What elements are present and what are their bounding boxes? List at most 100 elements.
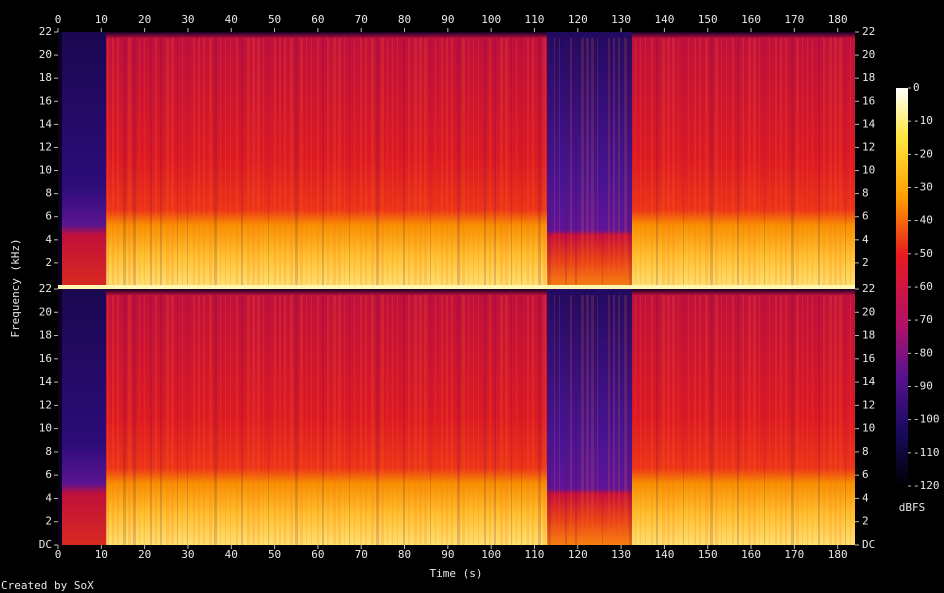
spectrum-streak xyxy=(419,295,422,545)
spectrum-streak xyxy=(230,295,231,545)
x-tick-label-bottom: 180 xyxy=(828,548,848,561)
y-tick-label-right: 14 xyxy=(862,117,876,130)
spectrum-streak xyxy=(365,38,367,286)
spectrum-streak xyxy=(241,295,243,545)
spectrum-streak xyxy=(688,38,689,286)
spectrum-streak xyxy=(306,295,307,545)
spectrum-streak xyxy=(284,38,286,286)
spectrum-streak xyxy=(656,38,658,286)
spectrum-streak xyxy=(403,38,405,286)
colorbar-tick-label: -30 xyxy=(913,181,933,194)
spectrum-streak xyxy=(764,38,765,286)
spectrum-streak xyxy=(732,38,734,286)
x-tick-label-bottom: 120 xyxy=(568,548,588,561)
x-tick-label-top: 80 xyxy=(398,13,411,26)
spectrum-streak xyxy=(187,38,188,286)
spectrum-streak xyxy=(575,38,577,286)
spectrum-streak xyxy=(732,295,734,545)
spectrum-streak xyxy=(150,38,152,286)
spectrum-streak xyxy=(726,38,727,286)
y-tick-label-left: 18 xyxy=(39,71,52,84)
spectrum-streak xyxy=(591,38,594,286)
spectrum-streak xyxy=(597,295,598,545)
spectrum-streak xyxy=(371,38,374,286)
spectrum-streak xyxy=(839,38,842,286)
spectrum-streak xyxy=(591,295,594,545)
x-tick-label-top: 120 xyxy=(568,13,588,26)
x-tick-label-top: 160 xyxy=(741,13,761,26)
spectrum-streak xyxy=(570,295,572,545)
spectrum-streak xyxy=(705,295,708,545)
spectrum-streak xyxy=(694,295,696,545)
spectrum-streak xyxy=(214,295,217,545)
spectrum-streak xyxy=(521,38,522,286)
y-tick-label-right: 18 xyxy=(862,71,875,84)
colorbar-tick-label: -70 xyxy=(913,313,933,326)
spectrum-streak xyxy=(354,295,355,545)
spectrum-streak xyxy=(543,295,546,545)
spectrum-streak xyxy=(721,38,722,286)
spectrum-streak xyxy=(721,295,722,545)
spectrum-streak xyxy=(106,295,107,545)
spectrum-streak xyxy=(575,295,577,545)
spectrum-streak xyxy=(683,38,684,286)
spectrum-streak xyxy=(268,38,269,286)
spectrum-streak xyxy=(311,295,312,545)
spectrum-streak xyxy=(392,295,393,545)
spectrum-streak xyxy=(527,295,529,545)
y-tick-label-right: 2 xyxy=(862,515,869,528)
spectrum-streak xyxy=(397,38,398,286)
spectrum-region xyxy=(547,289,632,545)
spectrum-streak xyxy=(705,38,708,286)
spectrum-streak xyxy=(252,295,255,545)
spectrum-streak xyxy=(581,38,584,286)
spectrum-streak xyxy=(241,38,243,286)
y-tick-label-right: 20 xyxy=(862,48,875,61)
y-tick-label-right: 22 xyxy=(862,282,875,295)
spectrum-streak xyxy=(430,295,431,545)
spectrum-streak xyxy=(317,295,319,545)
spectrum-streak xyxy=(602,295,603,545)
x-tick-label-bottom: 60 xyxy=(311,548,324,561)
colorbar-tick-label: 0 xyxy=(913,81,920,94)
y-tick-label-left: 22 xyxy=(39,282,52,295)
spectrum-streak xyxy=(177,38,178,286)
spectrum-streak xyxy=(193,38,195,286)
y-tick-label-right: 16 xyxy=(862,352,875,365)
spectrum-streak xyxy=(494,295,496,545)
spectrum-streak xyxy=(457,295,460,545)
spectrum-streak xyxy=(791,38,794,286)
spectrum-streak xyxy=(586,295,589,545)
spectrum-streak xyxy=(376,295,379,545)
spectrum-streak xyxy=(220,295,221,545)
spectrum-streak xyxy=(667,38,670,286)
spectrum-streak xyxy=(527,38,529,286)
y-tick-label-right: 12 xyxy=(862,398,875,411)
spectrum-streak xyxy=(387,295,388,545)
spectrum-streak xyxy=(478,38,479,286)
spectrum-streak xyxy=(538,38,541,286)
x-tick-label-top: 10 xyxy=(95,13,108,26)
x-tick-label-bottom: 0 xyxy=(55,548,62,561)
spectrum-streak xyxy=(462,295,465,545)
spectrum-streak xyxy=(613,295,615,545)
spectrum-streak xyxy=(203,38,205,286)
y-tick-label-left: 8 xyxy=(45,187,52,200)
spectrum-streak xyxy=(629,38,632,286)
spectrum-streak xyxy=(123,38,126,286)
spectrum-streak xyxy=(327,38,329,286)
y-tick-label-left: 18 xyxy=(39,329,52,342)
spectrum-streak xyxy=(311,38,312,286)
spectrum-streak xyxy=(570,38,572,286)
spectrum-streak xyxy=(618,295,620,545)
spectrum-streak xyxy=(322,295,324,545)
spectrum-streak xyxy=(333,38,336,286)
spectrum-streak xyxy=(829,38,832,286)
x-tick-label-top: 50 xyxy=(268,13,281,26)
x-tick-label-top: 30 xyxy=(181,13,194,26)
x-tick-label-bottom: 170 xyxy=(784,548,804,561)
spectrum-streak xyxy=(769,295,770,545)
spectrum-streak xyxy=(117,295,119,545)
spectrum-streak xyxy=(699,38,701,286)
